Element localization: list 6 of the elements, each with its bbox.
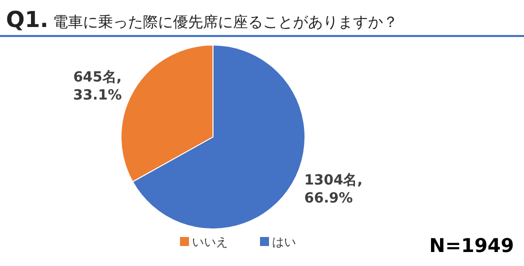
legend-label: はい [272, 235, 296, 249]
data-label: 1304名, 66.9% [304, 172, 363, 206]
chart-title: Q1. 電車に乗った際に優先席に座ることがありますか？ [6, 8, 398, 33]
legend-label: いいえ [192, 235, 228, 249]
data-label: 645名, 33.1% [73, 70, 122, 104]
text: N=1949 [429, 235, 514, 257]
